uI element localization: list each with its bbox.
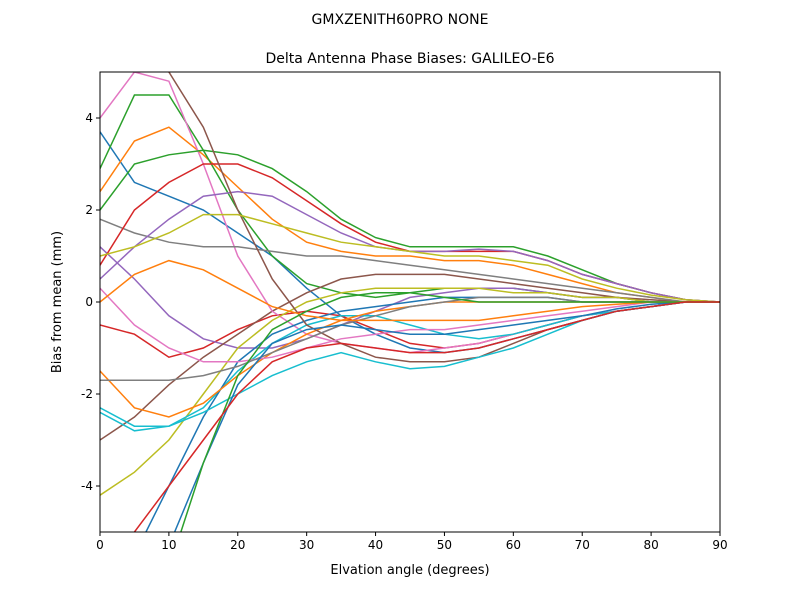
- series-line: [100, 149, 720, 303]
- series-line: [100, 94, 720, 303]
- y-tick-label: 0: [85, 295, 93, 309]
- suptitle: GMXZENITH60PRO NONE: [312, 12, 489, 28]
- x-tick-label: 60: [506, 538, 521, 552]
- x-tick-label: 90: [712, 538, 727, 552]
- series-line: [100, 301, 720, 418]
- y-tick-label: 2: [85, 203, 93, 217]
- y-tick-label: -4: [81, 479, 93, 493]
- x-tick-label: 20: [230, 538, 245, 552]
- y-tick-label: -2: [81, 387, 93, 401]
- chart-title: Delta Antenna Phase Biases: GALILEO-E6: [265, 51, 554, 67]
- y-axis-label: Bias from mean (mm): [50, 231, 65, 373]
- series-line: [180, 292, 720, 532]
- series-line: [100, 213, 720, 303]
- x-tick-label: 0: [96, 538, 104, 552]
- x-tick-label: 10: [161, 538, 176, 552]
- series-line: [100, 287, 720, 363]
- plot-lines: [100, 72, 720, 532]
- x-tick-label: 30: [299, 538, 314, 552]
- y-tick-label: 4: [85, 111, 93, 125]
- series-line: [100, 163, 720, 303]
- x-axis-label: Elvation angle (degrees): [330, 563, 489, 578]
- x-tick-label: 40: [368, 538, 383, 552]
- series-line: [173, 301, 720, 532]
- series-line: [100, 131, 720, 354]
- series-line: [100, 259, 720, 322]
- x-tick-label: 50: [437, 538, 452, 552]
- series-line: [100, 126, 720, 303]
- series-line: [133, 301, 720, 532]
- series-line: [100, 287, 720, 496]
- x-tick-label: 70: [575, 538, 590, 552]
- series-line: [145, 296, 720, 532]
- series-line: [100, 218, 720, 303]
- x-tick-label: 80: [643, 538, 658, 552]
